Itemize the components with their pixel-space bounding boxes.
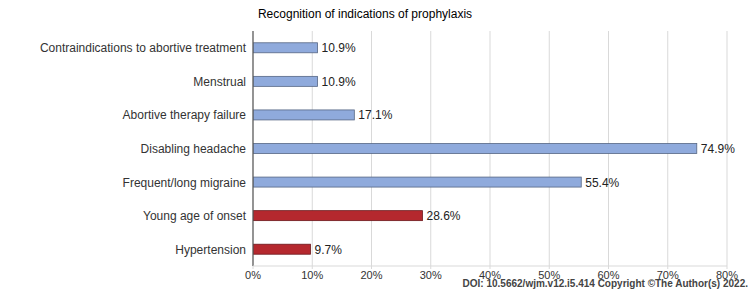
grid [253,31,727,266]
category-label: Hypertension [175,243,246,257]
category-label: Frequent/long migraine [123,176,247,190]
data-label: 10.9% [322,75,356,89]
chart-container: Recognition of indications of prophylaxi… [0,0,753,289]
category-label: Menstrual [193,75,246,89]
y-axis-line [252,31,253,266]
labels: 10.9% Contraindications to abortive treat… [40,41,735,256]
bar [253,144,697,154]
bar [253,43,318,53]
tick-label: 20% [360,269,382,281]
data-label: 10.9% [322,41,356,55]
grid-line [253,31,254,266]
data-label: 28.6% [426,209,460,223]
bars [253,43,697,254]
tick-label: 10% [301,269,323,281]
bar [253,244,310,254]
category-label: Disabling headache [141,142,247,156]
data-label: 17.1% [358,108,392,122]
bar [253,177,581,187]
category-label: Contraindications to abortive treatment [40,41,247,55]
data-label: 9.7% [314,243,342,257]
x-axis-line [253,266,727,267]
data-label: 74.9% [701,142,735,156]
tick-label: 30% [420,269,442,281]
category-label: Young age of onset [143,209,247,223]
category-label: Abortive therapy failure [123,108,247,122]
bar [253,211,422,221]
bar [253,76,318,86]
chart-title: Recognition of indications of prophylaxi… [258,7,472,21]
chart-svg: Recognition of indications of prophylaxi… [0,0,753,289]
footer-note: DOI: 10.5662/wjm.v12.i5.414 Copyright ©T… [463,278,749,289]
bar [253,110,354,120]
tick-label: 0% [245,269,261,281]
data-label: 55.4% [585,176,619,190]
